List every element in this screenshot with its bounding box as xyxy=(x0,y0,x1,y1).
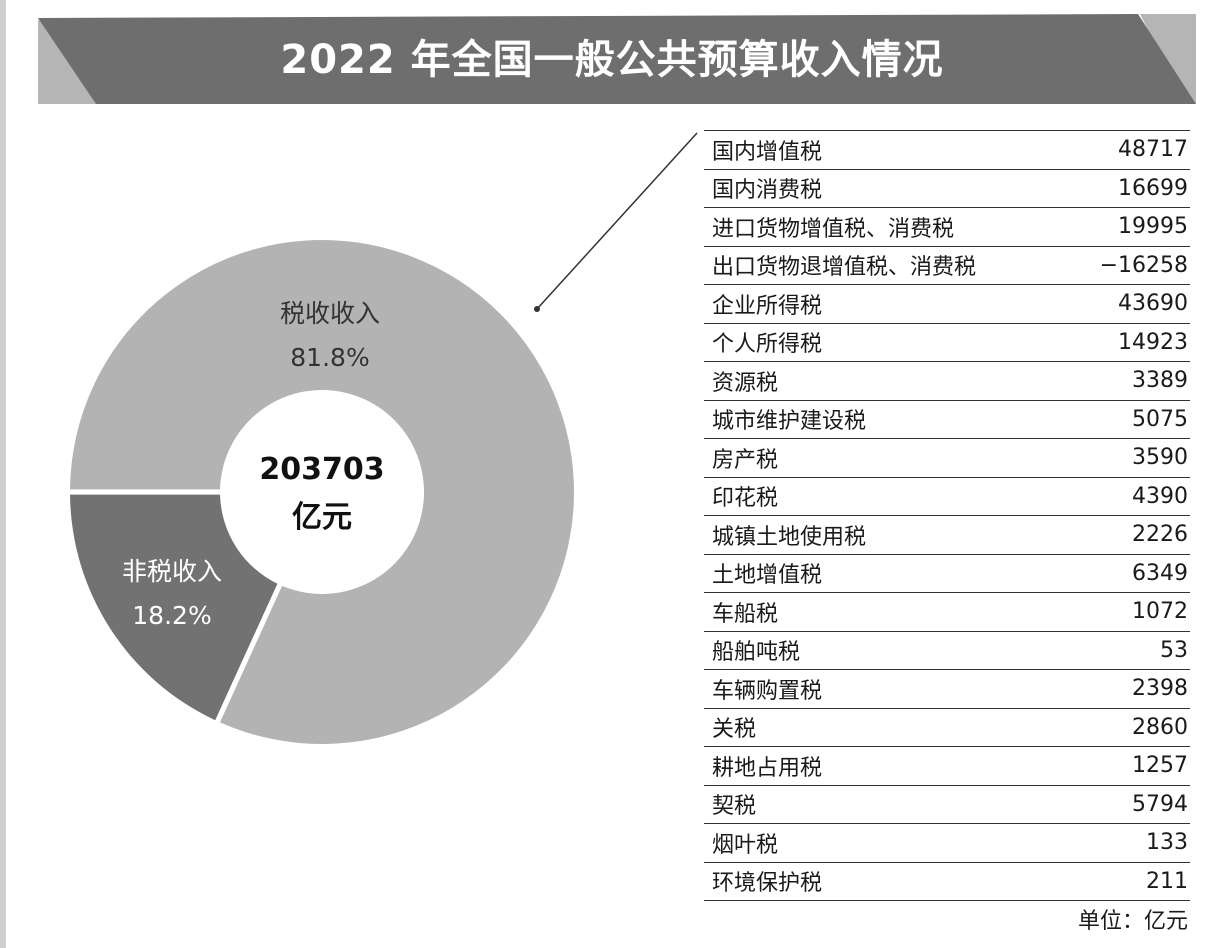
unit-note: 单位：亿元 xyxy=(1077,909,1188,934)
table-row: 关税 2860 xyxy=(704,709,1190,747)
table-row: 环境保护税 211 xyxy=(704,863,1190,901)
tax-value: 19995 xyxy=(1118,214,1188,240)
page-left-edge xyxy=(0,0,6,948)
table-row: 国内增值税 48717 xyxy=(704,131,1190,170)
tax-value: 53 xyxy=(1160,637,1188,663)
tax-value: 2226 xyxy=(1132,522,1188,548)
tax-breakdown-table: 国内增值税 48717 国内消费税 16699 进口货物增值税、消费税 19995 出口货物… xyxy=(704,130,1190,901)
tax-name: 个人所得税 xyxy=(712,332,823,358)
tax-name: 资源税 xyxy=(712,370,779,396)
tax-name: 船舶吨税 xyxy=(712,640,801,666)
table-row: 城镇土地使用税 2226 xyxy=(704,516,1190,555)
tax-name: 关税 xyxy=(712,717,757,743)
table-row: 耕地占用税 1257 xyxy=(704,747,1190,786)
tax-value: 6349 xyxy=(1132,560,1188,586)
tax-value: 1072 xyxy=(1132,599,1188,625)
tax-value: 3590 xyxy=(1132,445,1188,471)
table-row: 企业所得税 43690 xyxy=(704,285,1190,324)
tax-name: 印花税 xyxy=(712,486,779,512)
tax-name: 国内增值税 xyxy=(712,139,823,165)
table-row: 车船税 1072 xyxy=(704,593,1190,632)
tax-name: 环境保护税 xyxy=(712,871,823,897)
tax-value: 48717 xyxy=(1118,137,1188,163)
table-row: 船舶吨税 53 xyxy=(704,632,1190,670)
slice-percent: 81.8% xyxy=(290,343,370,372)
slice-percent: 18.2% xyxy=(132,601,212,630)
table-row: 城市维护建设税 5075 xyxy=(704,401,1190,439)
banner-body xyxy=(38,14,1196,104)
tax-value: 1257 xyxy=(1132,753,1188,779)
tax-value: 3389 xyxy=(1132,368,1188,394)
tax-name: 出口货物退增值税、消费税 xyxy=(712,255,977,281)
tax-name: 城镇土地使用税 xyxy=(712,524,867,550)
table-row: 资源税 3389 xyxy=(704,362,1190,401)
table-row: 出口货物退增值税、消费税 −16258 xyxy=(704,247,1190,285)
tax-value: 2398 xyxy=(1132,676,1188,702)
donut-center-total: 203703 xyxy=(259,452,385,487)
tax-name: 耕地占用税 xyxy=(712,755,823,781)
tax-name: 土地增值税 xyxy=(712,563,823,589)
leader-line xyxy=(536,132,698,310)
tax-name: 企业所得税 xyxy=(712,293,823,319)
tax-name: 房产税 xyxy=(712,447,779,473)
slice-name: 非税收入 xyxy=(121,557,222,586)
tax-name: 城市维护建设税 xyxy=(712,409,867,435)
tax-value: 4390 xyxy=(1132,483,1188,509)
table-row: 契税 5794 xyxy=(704,786,1190,824)
table-row: 印花税 4390 xyxy=(704,478,1190,516)
tax-name: 车辆购置税 xyxy=(712,678,823,704)
table-row: 土地增值税 6349 xyxy=(704,555,1190,593)
banner-right-edge xyxy=(1140,14,1196,104)
table-row: 进口货物增值税、消费税 19995 xyxy=(704,208,1190,247)
table-row: 车辆购置税 2398 xyxy=(704,670,1190,709)
tax-name: 国内消费税 xyxy=(712,178,823,204)
tax-name: 车船税 xyxy=(712,601,779,627)
tax-value: 43690 xyxy=(1118,291,1188,317)
slice-label-nontax: 非税收入 18.2% xyxy=(82,550,262,638)
tax-name: 契税 xyxy=(712,794,757,820)
donut-center-unit: 亿元 xyxy=(292,500,352,535)
table-row: 房产税 3590 xyxy=(704,439,1190,478)
leader-dot xyxy=(534,306,540,312)
banner-left-edge xyxy=(38,20,96,104)
slice-name: 税收收入 xyxy=(279,299,380,328)
table-row: 烟叶税 133 xyxy=(704,824,1190,863)
tax-value: 133 xyxy=(1146,830,1188,856)
tax-name: 烟叶税 xyxy=(712,832,779,858)
donut-slice-nontax xyxy=(70,494,278,721)
donut-slices xyxy=(70,240,574,744)
tax-value: 16699 xyxy=(1118,175,1188,201)
tax-value: 14923 xyxy=(1118,329,1188,355)
chart-title: 2022 年全国一般公共预算收入情况 xyxy=(280,37,944,83)
tax-name: 进口货物增值税、消费税 xyxy=(712,216,955,242)
tax-value: 211 xyxy=(1146,868,1188,894)
table-row: 个人所得税 14923 xyxy=(704,324,1190,362)
tax-value: 2860 xyxy=(1132,714,1188,740)
tax-value: 5075 xyxy=(1132,406,1188,432)
tax-value: 5794 xyxy=(1132,791,1188,817)
title-banner xyxy=(38,14,1196,104)
tax-value: −16258 xyxy=(1099,252,1188,278)
table-row: 国内消费税 16699 xyxy=(704,170,1190,208)
slice-label-tax: 税收收入 81.8% xyxy=(240,292,420,380)
donut-slice-tax xyxy=(70,240,574,744)
